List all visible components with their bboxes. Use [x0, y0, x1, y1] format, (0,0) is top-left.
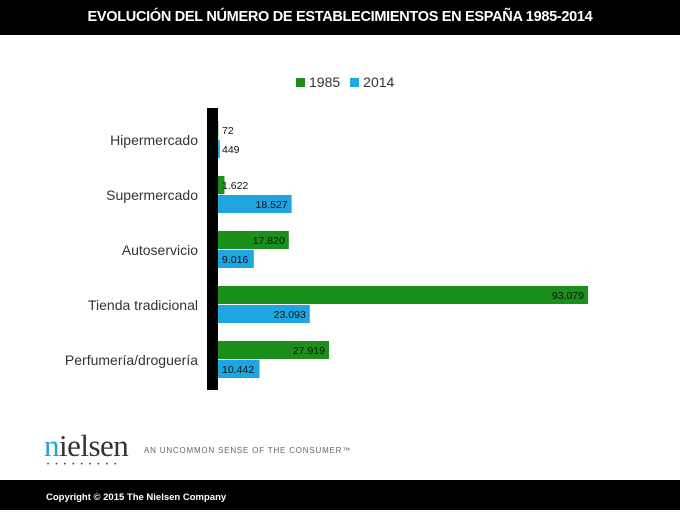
data-label: 1.622 [222, 180, 248, 192]
data-label: 18.527 [256, 199, 288, 211]
category-label: Autoservicio [122, 242, 198, 258]
bar-1985 [218, 286, 588, 304]
data-label: 9.016 [222, 254, 248, 266]
data-label: 93.079 [552, 290, 584, 302]
nielsen-logo: nielsen [44, 433, 128, 459]
category-label: Tienda tradicional [88, 297, 198, 313]
data-label: 27.919 [293, 345, 325, 357]
bar-chart: Hipermercado 72 449 Supermercado 1.622 18.527… [0, 0, 680, 480]
category-label: Perfumería/droguería [65, 352, 198, 368]
data-label: 10.442 [222, 364, 254, 376]
data-label: 72 [222, 125, 234, 137]
category-label: Hipermercado [110, 132, 198, 148]
tagline: AN UNCOMMON SENSE OF THE CONSUMER™ [144, 446, 351, 456]
data-label: 17.820 [253, 235, 285, 247]
data-label: 23.093 [274, 309, 306, 321]
bar-2014 [218, 140, 220, 158]
data-label: 449 [222, 144, 240, 156]
y-axis [207, 108, 218, 390]
footer-copyright: Copyright © 2015 The Nielsen Company [0, 480, 680, 510]
logo-dots: ••••••••• [47, 462, 123, 469]
category-label: Supermercado [106, 187, 198, 203]
